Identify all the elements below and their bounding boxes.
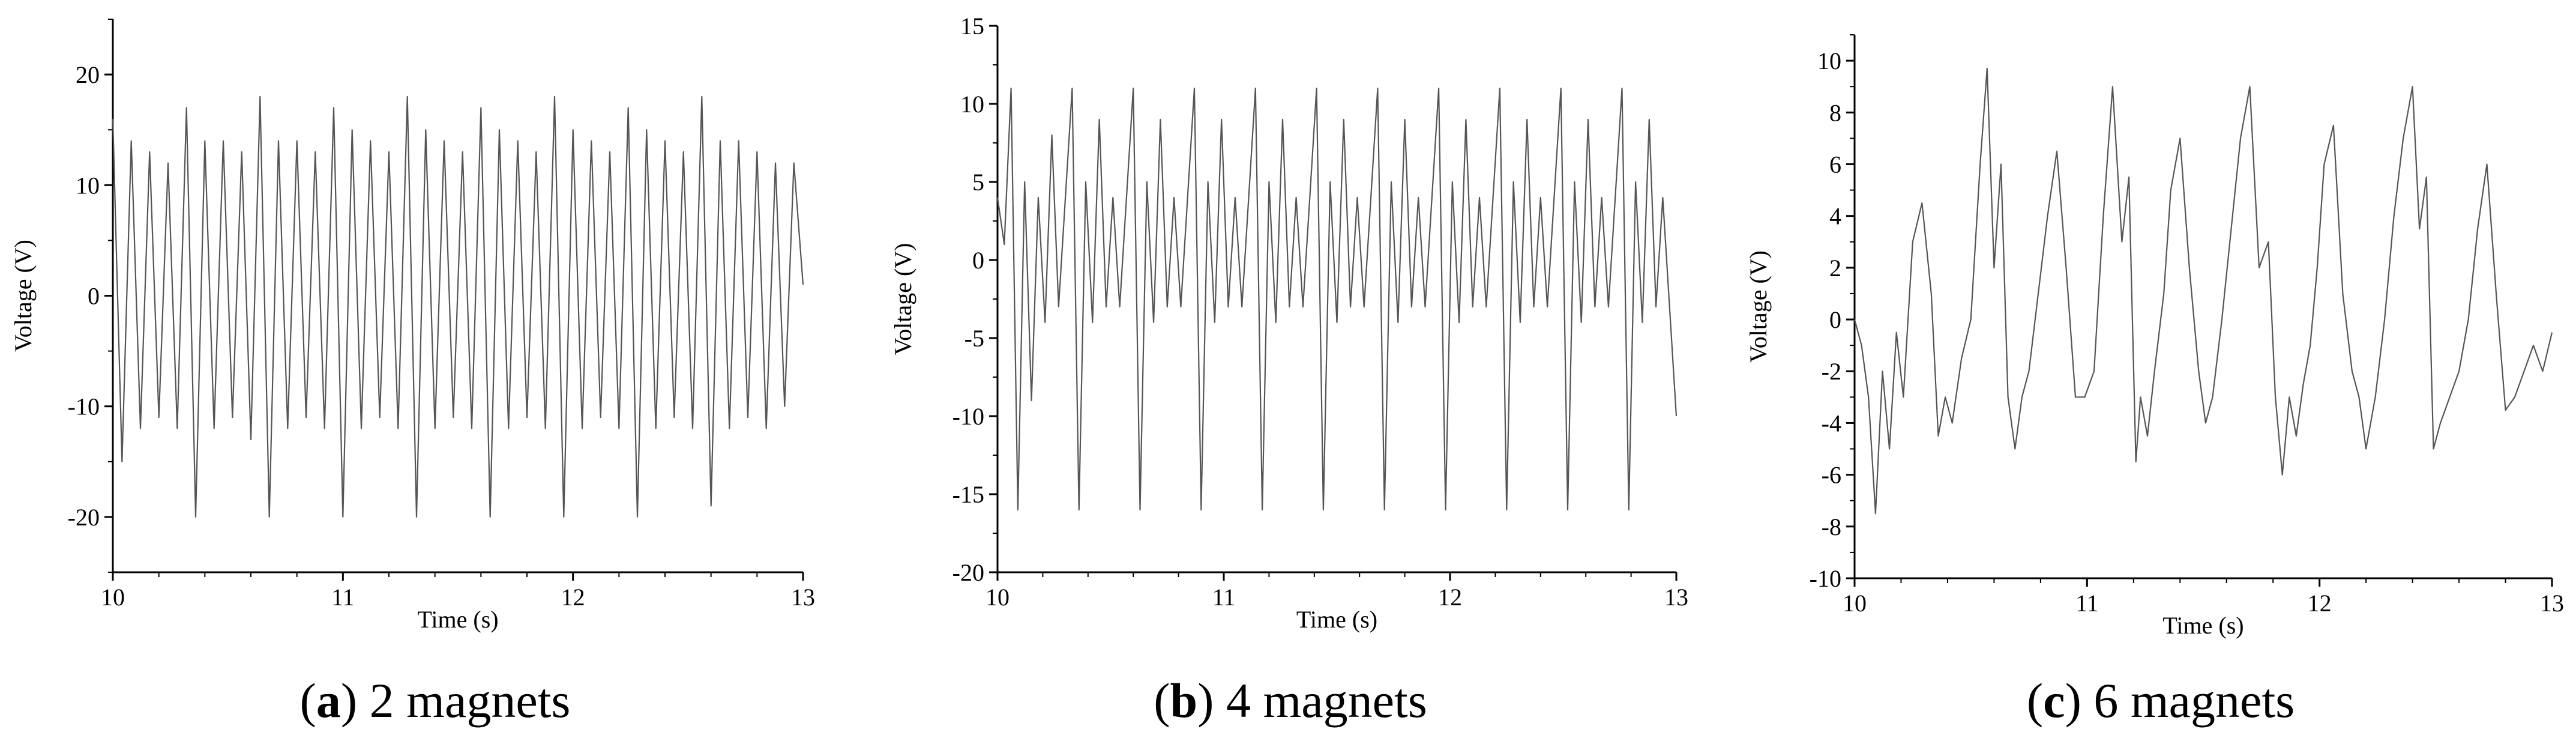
caption-c-text: 6 magnets: [2093, 673, 2295, 728]
y-tick-label-c: 2: [1829, 255, 1841, 282]
y-tick-label-a: -10: [68, 393, 100, 420]
x-tick-label-b: 11: [1212, 584, 1236, 611]
y-tick-label-c: 0: [1829, 306, 1841, 333]
caption-b-letter: b: [1170, 673, 1198, 728]
caption-a-letter: a: [316, 673, 341, 728]
x-tick-label-b: 10: [986, 584, 1010, 611]
x-tick-label-c: 10: [1843, 590, 1867, 617]
caption-b-text: 4 magnets: [1226, 673, 1427, 728]
y-tick-label-c: 4: [1829, 203, 1841, 230]
x-axis-title-c: Time (s): [2162, 612, 2243, 639]
y-axis-title-b: Voltage (V): [889, 243, 916, 355]
x-axis-title-b: Time (s): [1296, 606, 1377, 633]
x-tick-label-b: 13: [1664, 584, 1688, 611]
y-tick-label-c: 10: [1817, 47, 1841, 74]
y-tick-label-a: -20: [68, 504, 100, 531]
x-tick-label-a: 11: [331, 584, 355, 611]
caption-a-text: 2 magnets: [369, 673, 571, 728]
voltage-trace-b: [996, 87, 1678, 511]
y-tick-label-b: 0: [972, 247, 984, 274]
y-tick-label-b: -15: [952, 481, 984, 508]
y-tick-label-a: 0: [88, 283, 100, 310]
y-tick-label-c: 6: [1829, 151, 1841, 178]
caption-b: (b) 4 magnets: [1154, 673, 1427, 728]
caption-c-letter: c: [2043, 673, 2065, 728]
caption-c: (c) 6 magnets: [2026, 673, 2295, 728]
x-tick-label-a: 13: [791, 584, 815, 611]
y-tick-label-c: -2: [1822, 358, 1841, 385]
voltage-trace-a: [112, 95, 804, 518]
voltage-trace-c: [1853, 67, 2553, 515]
y-axis-title-c: Voltage (V): [1745, 250, 1772, 363]
y-tick-label-a: 20: [76, 61, 100, 88]
y-tick-label-a: 10: [76, 172, 100, 199]
x-tick-label-c: 11: [2075, 590, 2099, 617]
x-tick-label-a: 10: [101, 584, 125, 611]
y-tick-label-c: -6: [1822, 462, 1841, 489]
caption-a: (a) 2 magnets: [299, 673, 571, 728]
y-axis-title-a: Voltage (V): [10, 240, 37, 352]
x-tick-label-c: 13: [2540, 590, 2564, 617]
y-tick-label-c: 8: [1829, 99, 1841, 126]
y-tick-label-b: 5: [972, 169, 984, 196]
y-tick-label-c: -4: [1822, 410, 1841, 437]
y-tick-label-b: -5: [964, 325, 984, 352]
x-tick-label-b: 12: [1438, 584, 1462, 611]
y-tick-label-b: 15: [960, 13, 984, 40]
y-tick-label-c: -10: [1810, 565, 1841, 592]
y-tick-label-c: -8: [1822, 513, 1841, 540]
x-axis-title-a: Time (s): [417, 606, 498, 633]
x-tick-label-c: 12: [2308, 590, 2332, 617]
y-tick-label-b: 10: [960, 91, 984, 118]
y-tick-label-b: -20: [952, 559, 984, 586]
x-tick-label-a: 12: [561, 584, 585, 611]
y-tick-label-b: -10: [952, 403, 984, 430]
